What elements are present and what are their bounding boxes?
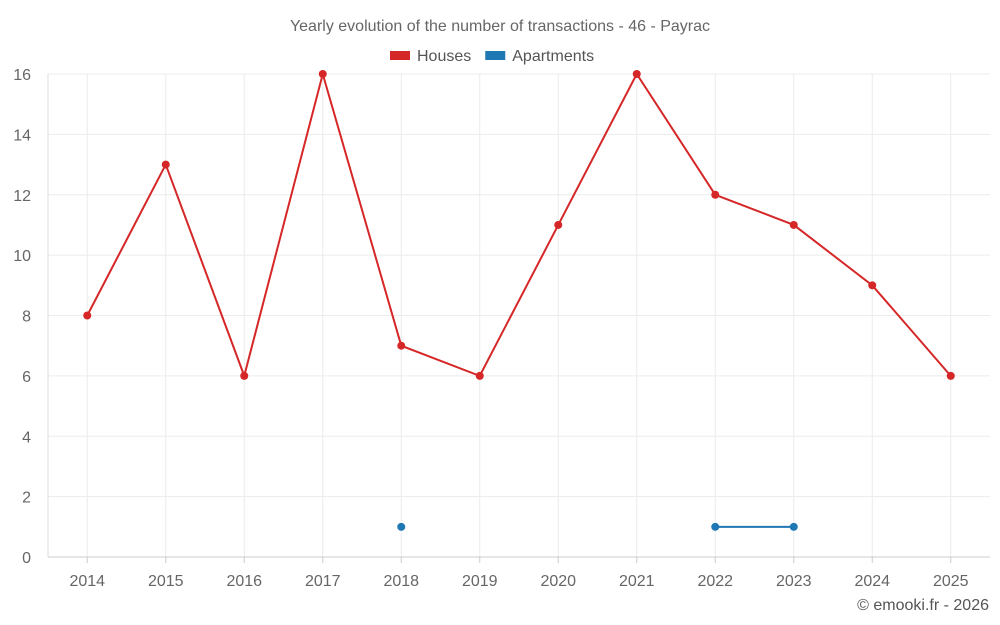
x-tick-label: 2015 [148,573,184,590]
houses-point[interactable] [554,220,563,229]
x-tick-label: 2014 [69,573,105,590]
y-tick-label: 10 [13,248,31,265]
x-tick-label: 2020 [540,573,576,590]
houses-point[interactable] [632,70,641,78]
x-tick-label: 2017 [305,573,341,590]
y-tick-label: 16 [13,67,31,84]
houses-point[interactable] [475,371,484,380]
axes: 0 2 4 6 8 10 12 14 16 2014 2015 2016 2017 2018 2019 202… [13,67,990,590]
houses-point[interactable] [789,220,798,229]
x-tick-label: 2019 [462,573,498,590]
chart-title: Yearly evolution of the number of transa… [290,18,710,35]
apartments-point[interactable] [397,522,406,531]
houses-series-line [86,70,952,380]
series-layer [83,70,955,531]
y-tick-label: 0 [22,550,31,567]
x-tick-label: 2018 [383,573,419,590]
houses-point[interactable] [161,160,170,169]
houses-point[interactable] [397,341,406,350]
legend-swatch-apartments[interactable] [485,51,506,60]
houses-point[interactable] [318,70,327,78]
apartments-point[interactable] [789,522,798,531]
y-tick-label: 8 [22,309,31,326]
y-tick-label: 14 [13,127,31,144]
houses-point[interactable] [868,281,877,290]
legend-label-houses[interactable]: Houses [417,48,471,65]
y-tick-label: 6 [22,369,31,386]
x-tick-label: 2022 [697,573,733,590]
x-tick-label: 2025 [933,573,969,590]
x-tick-label: 2021 [619,573,655,590]
y-tick-label: 4 [22,429,31,446]
y-tick-label: 2 [22,490,31,507]
credit-text: © emooki.fr - 2026 [857,597,989,614]
legend: Houses Apartments [390,48,594,65]
apartments-point[interactable] [711,522,720,531]
legend-swatch-houses[interactable] [390,51,410,60]
houses-point[interactable] [83,311,92,320]
x-tick-label: 2023 [776,573,812,590]
x-tick-label: 2024 [854,573,890,590]
x-tick-label: 2016 [226,573,262,590]
houses-point[interactable] [711,190,720,199]
legend-label-apartments[interactable]: Apartments [512,48,594,65]
y-tick-label: 12 [13,188,31,205]
houses-point[interactable] [946,371,955,380]
grid-lines [48,73,990,558]
houses-point[interactable] [240,371,249,380]
